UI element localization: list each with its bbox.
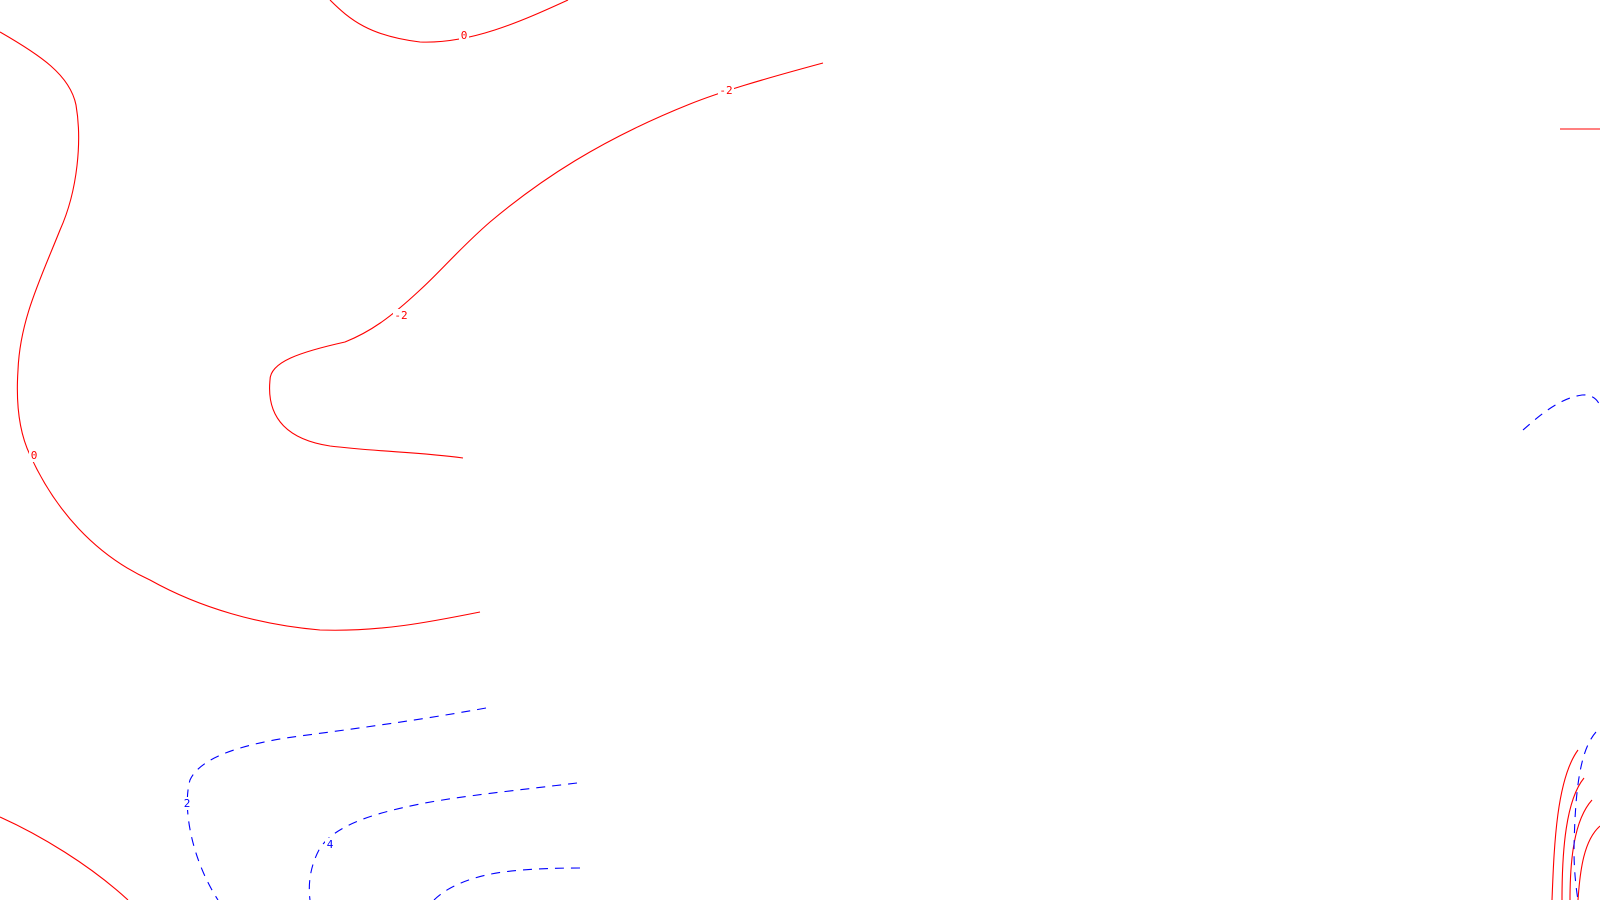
contour-label-plus4: 4 — [327, 838, 334, 851]
contour-line-positive-right-upper — [1522, 394, 1600, 431]
contour-line-bottom-right-4 — [1577, 825, 1600, 900]
contour-label-minus2-lower: -2 — [394, 309, 407, 322]
contour-line-plus2-bottom-left — [186, 707, 487, 900]
contour-line-bottom-left — [0, 816, 129, 900]
contour-line-positive-right-lower — [1573, 731, 1597, 900]
contour-label-minus2-upper: -2 — [719, 84, 732, 97]
contour-line-minus2-upper — [269, 62, 824, 459]
contour-line-zero-left — [0, 31, 481, 631]
contour-label-zero-left: 0 — [31, 449, 38, 462]
contour-line-bottom-right-1 — [1551, 749, 1579, 900]
contour-line-plus6-bottom-left — [433, 867, 581, 900]
contour-line-bottom-right-3 — [1569, 799, 1593, 900]
contour-line-bottom-right-2 — [1561, 777, 1585, 900]
contour-label-zero-top: 0 — [461, 29, 468, 42]
contour-line-zero-top — [329, 0, 569, 43]
contour-line-plus4-bottom-left — [308, 782, 578, 900]
contour-label-plus2: 2 — [184, 797, 191, 810]
